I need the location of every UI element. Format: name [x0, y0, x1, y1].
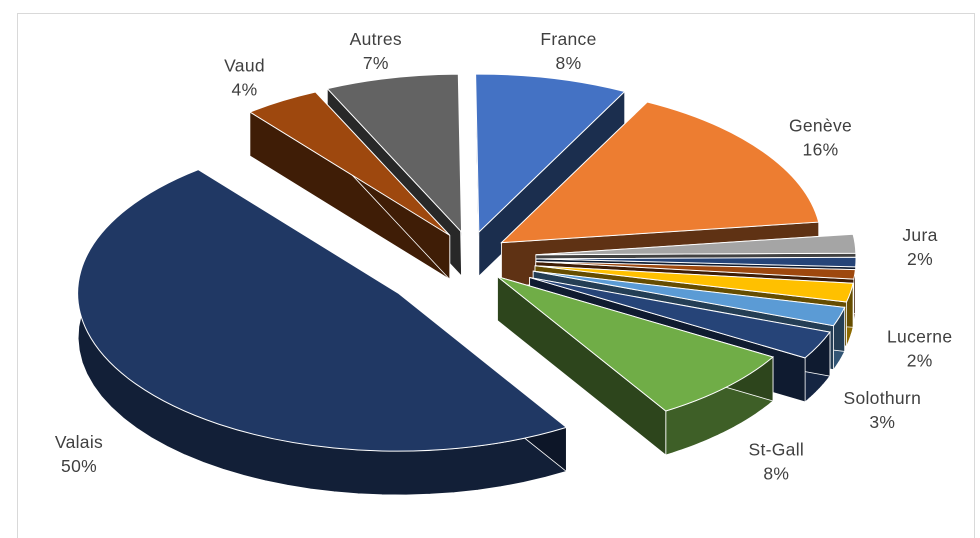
pie-slice-top [535, 261, 856, 280]
slice-value-label: 7% [363, 53, 389, 73]
pie-slice-valais [77, 168, 568, 496]
slice-label: Vaud [224, 55, 265, 75]
pie-slice-top [475, 73, 626, 234]
slice-label: Jura [902, 225, 937, 245]
pie-slice-top [535, 256, 857, 268]
slice-label: Lucerne [887, 327, 952, 347]
pie-slice-top [529, 277, 831, 359]
slice-value-label: 3% [869, 412, 895, 432]
pie-slice-top [533, 270, 846, 327]
pie-slice-vaud [248, 90, 451, 281]
slice-value-label: 8% [763, 464, 789, 484]
pie-slice-top [326, 73, 463, 234]
pie-slice-top [500, 101, 820, 244]
slice-label: France [540, 29, 596, 49]
pie-slice-st-gall [497, 275, 775, 456]
slice-label: St-Gall [749, 440, 805, 460]
slice-value-label: 16% [803, 140, 839, 160]
slice-value-label: 2% [907, 351, 933, 371]
pie-slice-top [497, 276, 775, 412]
slice-label: Autres [350, 29, 402, 49]
slice-label: Valais [55, 432, 103, 452]
pie-slice-top [77, 169, 568, 452]
slice-value-label: 8% [556, 53, 582, 73]
pie-slice-top [248, 91, 451, 236]
pie-slice-top [535, 233, 857, 256]
pie-slice-top [534, 265, 854, 303]
slice-value-label: 4% [232, 79, 258, 99]
slice-label: Genève [789, 116, 852, 136]
slice-label: Solothurn [843, 388, 921, 408]
slice-value-label: 50% [61, 456, 97, 476]
slice-value-label: 2% [907, 249, 933, 269]
